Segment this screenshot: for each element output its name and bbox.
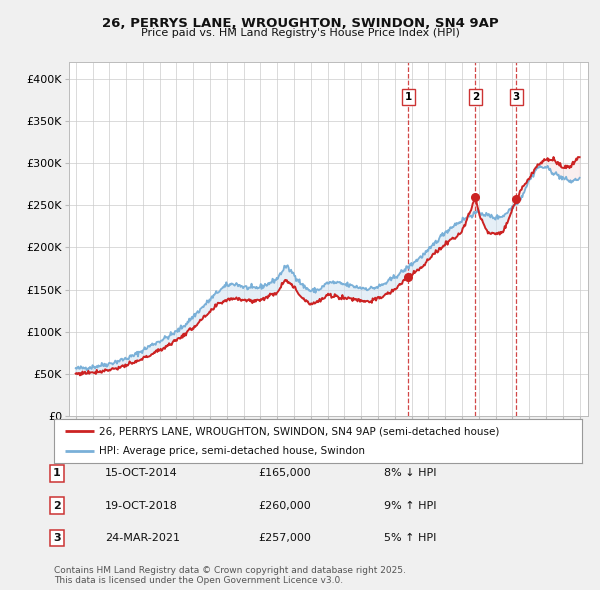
Text: 1: 1 xyxy=(404,93,412,102)
Text: 3: 3 xyxy=(53,533,61,543)
Text: Price paid vs. HM Land Registry's House Price Index (HPI): Price paid vs. HM Land Registry's House … xyxy=(140,28,460,38)
Text: 9% ↑ HPI: 9% ↑ HPI xyxy=(384,501,437,510)
Text: £260,000: £260,000 xyxy=(258,501,311,510)
Text: 2: 2 xyxy=(472,93,479,102)
Text: 3: 3 xyxy=(512,93,520,102)
Text: 2: 2 xyxy=(53,501,61,510)
Text: £257,000: £257,000 xyxy=(258,533,311,543)
Text: 5% ↑ HPI: 5% ↑ HPI xyxy=(384,533,436,543)
Text: £165,000: £165,000 xyxy=(258,468,311,478)
Text: 24-MAR-2021: 24-MAR-2021 xyxy=(105,533,180,543)
Text: 26, PERRYS LANE, WROUGHTON, SWINDON, SN4 9AP: 26, PERRYS LANE, WROUGHTON, SWINDON, SN4… xyxy=(101,17,499,30)
Text: Contains HM Land Registry data © Crown copyright and database right 2025.
This d: Contains HM Land Registry data © Crown c… xyxy=(54,566,406,585)
Text: HPI: Average price, semi-detached house, Swindon: HPI: Average price, semi-detached house,… xyxy=(99,447,365,456)
Text: 15-OCT-2014: 15-OCT-2014 xyxy=(105,468,178,478)
Text: 26, PERRYS LANE, WROUGHTON, SWINDON, SN4 9AP (semi-detached house): 26, PERRYS LANE, WROUGHTON, SWINDON, SN4… xyxy=(99,427,499,436)
Text: 19-OCT-2018: 19-OCT-2018 xyxy=(105,501,178,510)
Text: 1: 1 xyxy=(53,468,61,478)
Text: 8% ↓ HPI: 8% ↓ HPI xyxy=(384,468,437,478)
